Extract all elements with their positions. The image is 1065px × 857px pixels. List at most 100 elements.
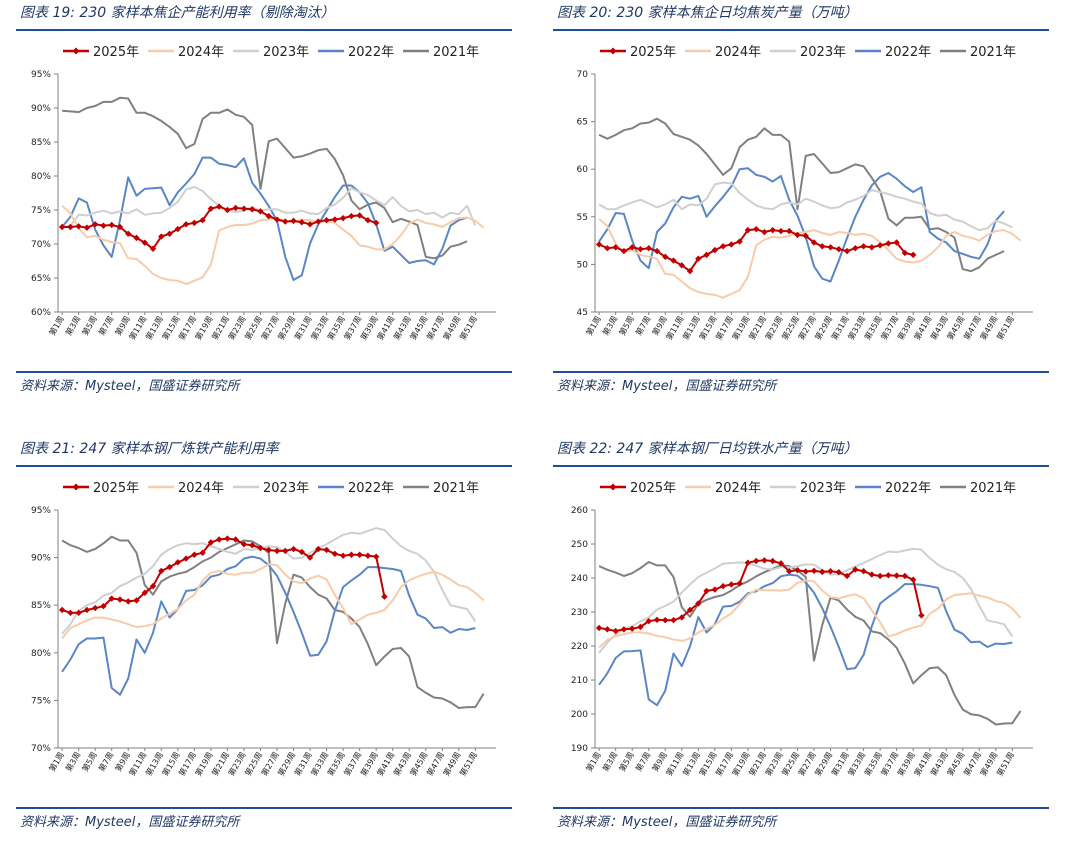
data-point bbox=[885, 572, 892, 579]
x-tick-label: 第7周 bbox=[96, 750, 115, 773]
data-point bbox=[901, 572, 909, 580]
y-tick-label: 80% bbox=[31, 172, 51, 182]
data-point bbox=[372, 553, 380, 560]
y-tick-label: 85% bbox=[31, 138, 51, 148]
y-tick-label: 90% bbox=[31, 104, 51, 114]
data-point bbox=[810, 239, 818, 246]
data-point bbox=[215, 536, 223, 543]
chart-panel-19: 图表 19: 230 家样本焦企产能利用率（剔除淘汰） 60% 65% 70% 75%… bbox=[8, 0, 520, 421]
data-point bbox=[331, 216, 339, 223]
y-tick-label: 95% bbox=[31, 506, 51, 516]
y-tick-label: 85% bbox=[31, 601, 51, 611]
data-point bbox=[116, 223, 124, 231]
data-point bbox=[893, 572, 900, 579]
data-point bbox=[595, 624, 603, 632]
series-line-2023年 bbox=[61, 185, 477, 228]
legend-label: 2025年 bbox=[630, 481, 676, 496]
title-rule bbox=[16, 29, 512, 31]
data-point bbox=[207, 205, 215, 212]
data-point bbox=[752, 557, 760, 565]
series-line-2021年 bbox=[598, 561, 1022, 726]
legend-label: 2025年 bbox=[93, 45, 139, 60]
y-tick-label: 70 bbox=[577, 70, 589, 80]
series-line-2023年 bbox=[61, 527, 477, 635]
y-tick-label: 65% bbox=[31, 274, 51, 284]
legend-label: 2021年 bbox=[433, 45, 479, 60]
data-point bbox=[860, 243, 867, 250]
data-point bbox=[752, 225, 760, 233]
data-point bbox=[265, 546, 272, 554]
data-point bbox=[116, 596, 124, 603]
data-point bbox=[909, 576, 917, 583]
x-tick-label: 第3周 bbox=[63, 314, 82, 337]
data-point bbox=[761, 228, 768, 236]
y-tick-label: 50 bbox=[577, 260, 589, 270]
data-point bbox=[604, 245, 611, 252]
data-point bbox=[174, 225, 182, 233]
panel-source: 资料来源：Mysteel，国盛证券研究所 bbox=[20, 815, 240, 830]
series-line-2021年 bbox=[62, 96, 468, 260]
series-line-2025年 bbox=[598, 559, 923, 632]
legend-label: 2022年 bbox=[348, 45, 394, 60]
data-point bbox=[298, 548, 305, 556]
data-point bbox=[695, 255, 702, 262]
legend-label: 2021年 bbox=[970, 45, 1016, 60]
data-point bbox=[215, 203, 223, 210]
data-point bbox=[885, 240, 892, 247]
data-point bbox=[703, 587, 710, 595]
legend-label: 2025年 bbox=[630, 45, 676, 60]
legend-label: 2022年 bbox=[348, 481, 394, 496]
series-line-2024年 bbox=[598, 579, 1022, 649]
data-point bbox=[257, 208, 264, 215]
data-point bbox=[91, 604, 99, 612]
legend-marker bbox=[72, 47, 80, 55]
data-point bbox=[166, 230, 173, 237]
data-point bbox=[876, 572, 884, 580]
data-point bbox=[761, 557, 768, 564]
y-tick-label: 240 bbox=[571, 574, 588, 584]
data-point bbox=[728, 581, 735, 588]
source-rule bbox=[553, 371, 1049, 373]
series-line-2024年 bbox=[61, 563, 485, 640]
data-point bbox=[323, 546, 330, 554]
data-point bbox=[356, 212, 363, 219]
data-point bbox=[645, 245, 652, 252]
data-point bbox=[901, 249, 909, 257]
data-point bbox=[273, 216, 281, 223]
data-point bbox=[339, 214, 347, 222]
data-point bbox=[282, 218, 289, 225]
data-point bbox=[604, 626, 611, 633]
data-point bbox=[182, 555, 190, 562]
data-point bbox=[637, 245, 644, 253]
legend-label: 2022年 bbox=[885, 45, 931, 60]
data-point bbox=[348, 212, 355, 220]
data-point bbox=[265, 212, 272, 220]
legend-label: 2021年 bbox=[433, 481, 479, 496]
x-tick-label: 第5周 bbox=[80, 750, 99, 773]
data-point bbox=[711, 586, 719, 593]
data-point bbox=[876, 242, 884, 249]
x-tick-label: 第3周 bbox=[600, 314, 619, 337]
data-point bbox=[670, 616, 677, 624]
series-line-2021年 bbox=[598, 117, 1005, 273]
data-point bbox=[224, 535, 231, 542]
data-point bbox=[290, 545, 297, 553]
data-point bbox=[860, 568, 867, 575]
data-point bbox=[240, 205, 248, 212]
chart-panel-21: 图表 21: 247 家样本钢厂炼铁产能利用率 70% 75% 80% 85% 90% 9… bbox=[8, 436, 520, 857]
panel-title: 图表 21: 247 家样本钢厂炼铁产能利用率 bbox=[20, 441, 279, 457]
data-point bbox=[670, 257, 677, 264]
source-rule bbox=[553, 807, 1049, 809]
data-point bbox=[249, 542, 256, 549]
data-point bbox=[719, 243, 727, 250]
data-point bbox=[786, 227, 793, 235]
chart-panel-20: 图表 20: 230 家样本焦企日均焦炭产量（万吨） 45 50 55 60 65 70 第… bbox=[545, 0, 1057, 421]
data-point bbox=[364, 552, 372, 559]
data-point bbox=[191, 551, 198, 558]
data-point bbox=[67, 609, 74, 617]
source-rule bbox=[16, 371, 512, 373]
y-tick-label: 250 bbox=[571, 540, 588, 550]
data-point bbox=[58, 606, 66, 614]
data-point bbox=[810, 567, 818, 575]
data-point bbox=[232, 204, 239, 212]
